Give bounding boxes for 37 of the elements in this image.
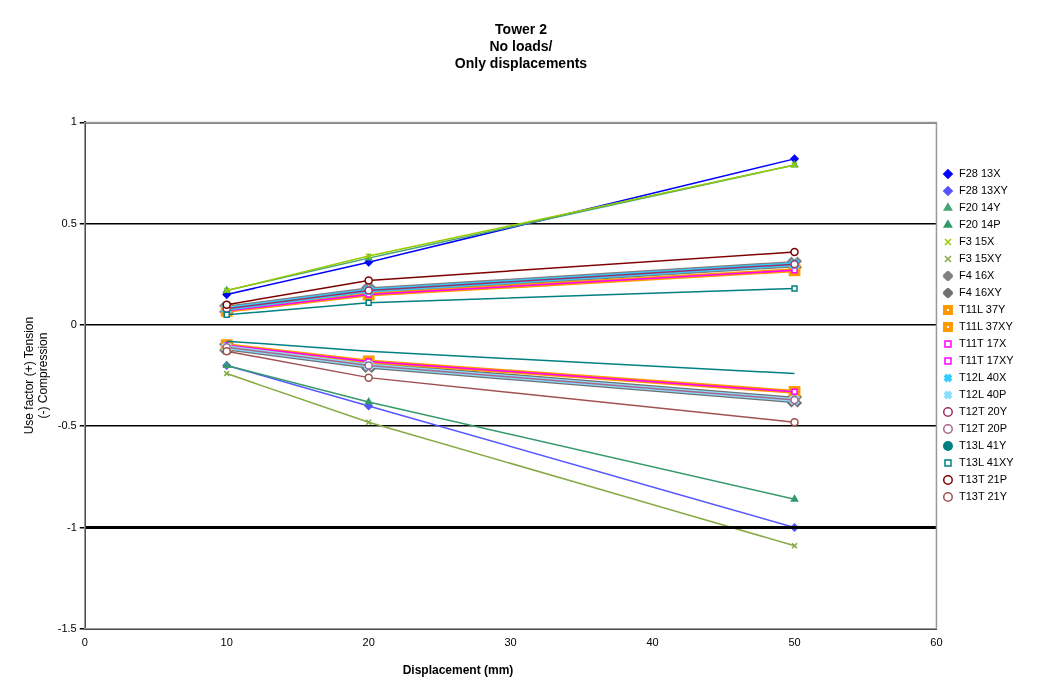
legend-label: T13T 21P [958, 473, 1008, 486]
chart-title: Tower 2 [495, 21, 548, 38]
legend-label: T12L 40P [958, 388, 1007, 401]
chart-subtitle: No loads/ Only displacements [454, 38, 588, 71]
x-tick-label: 20 [362, 636, 375, 649]
legend-label: T13L 41Y [958, 439, 1007, 452]
legend-label: T11L 37XY [958, 320, 1014, 333]
y-tick-label: -1.5 [57, 621, 77, 634]
x-tick-label: 0 [81, 636, 88, 649]
legend-label: F28 13XY [958, 184, 1009, 197]
legend-label: T11L 37Y [958, 303, 1007, 316]
legend-label: F3 15X [958, 235, 996, 248]
x-tick-label: 10 [220, 636, 233, 649]
legend-label: F28 13X [958, 167, 1002, 180]
legend-label: F3 15XY [958, 252, 1003, 265]
y-tick-label: 0 [70, 317, 77, 330]
legend-label: T11T 17X [958, 337, 1007, 350]
x-tick-label: 40 [646, 636, 659, 649]
y-tick-label: 1 [70, 115, 77, 128]
y-axis-title: Use factor (+) Tension (-) Compression [21, 316, 50, 435]
x-tick-label: 50 [788, 636, 801, 649]
legend-label: F20 14Y [958, 201, 1002, 214]
x-tick-label: 60 [930, 636, 943, 649]
legend-label: T12T 20Y [958, 405, 1008, 418]
x-tick-label: 30 [504, 636, 517, 649]
y-tick-label: 0.5 [61, 216, 77, 229]
legend-label: T13L 41XY [958, 456, 1015, 469]
legend-label: T13T 21Y [958, 490, 1008, 503]
legend-label: F4 16XY [958, 286, 1003, 299]
legend-label: F20 14P [958, 218, 1001, 231]
legend-label: F4 16X [958, 269, 996, 282]
legend-label: T11T 17XY [958, 354, 1015, 367]
y-tick-label: -0.5 [57, 419, 77, 432]
legend-label: T12T 20P [958, 422, 1008, 435]
y-tick-label: -1 [66, 520, 77, 533]
legend-label: T12L 40X [958, 371, 1007, 384]
x-axis-title: Displacement (mm) [401, 663, 515, 677]
